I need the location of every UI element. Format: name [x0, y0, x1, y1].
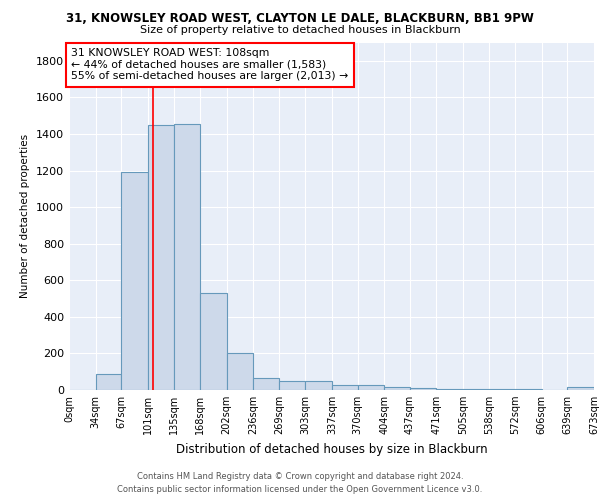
Bar	[175, 124, 200, 390]
Bar	[436, 389, 463, 390]
Bar	[332, 384, 358, 390]
Bar	[410, 388, 436, 390]
Bar	[488, 389, 515, 390]
Bar	[121, 172, 148, 390]
Bar	[148, 125, 175, 390]
Text: 31, KNOWSLEY ROAD WEST, CLAYTON LE DALE, BLACKBURN, BB1 9PW: 31, KNOWSLEY ROAD WEST, CLAYTON LE DALE,…	[66, 12, 534, 26]
Bar	[463, 389, 488, 390]
Text: Contains HM Land Registry data © Crown copyright and database right 2024.
Contai: Contains HM Land Registry data © Crown c…	[118, 472, 482, 494]
Bar	[227, 354, 253, 390]
Bar	[253, 378, 279, 390]
Bar	[515, 389, 542, 390]
Bar	[358, 386, 384, 390]
Text: Size of property relative to detached houses in Blackburn: Size of property relative to detached ho…	[140, 25, 460, 35]
Bar	[568, 388, 594, 390]
X-axis label: Distribution of detached houses by size in Blackburn: Distribution of detached houses by size …	[176, 442, 487, 456]
Text: 31 KNOWSLEY ROAD WEST: 108sqm
← 44% of detached houses are smaller (1,583)
55% o: 31 KNOWSLEY ROAD WEST: 108sqm ← 44% of d…	[71, 48, 349, 81]
Bar	[95, 374, 121, 390]
Bar	[305, 381, 332, 390]
Bar	[384, 388, 410, 390]
Bar	[279, 381, 305, 390]
Bar	[200, 293, 227, 390]
Y-axis label: Number of detached properties: Number of detached properties	[20, 134, 31, 298]
